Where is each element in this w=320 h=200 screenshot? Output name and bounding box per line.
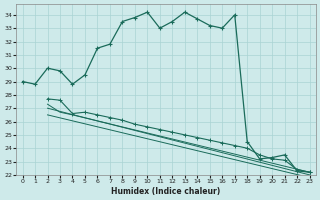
X-axis label: Humidex (Indice chaleur): Humidex (Indice chaleur): [111, 187, 221, 196]
